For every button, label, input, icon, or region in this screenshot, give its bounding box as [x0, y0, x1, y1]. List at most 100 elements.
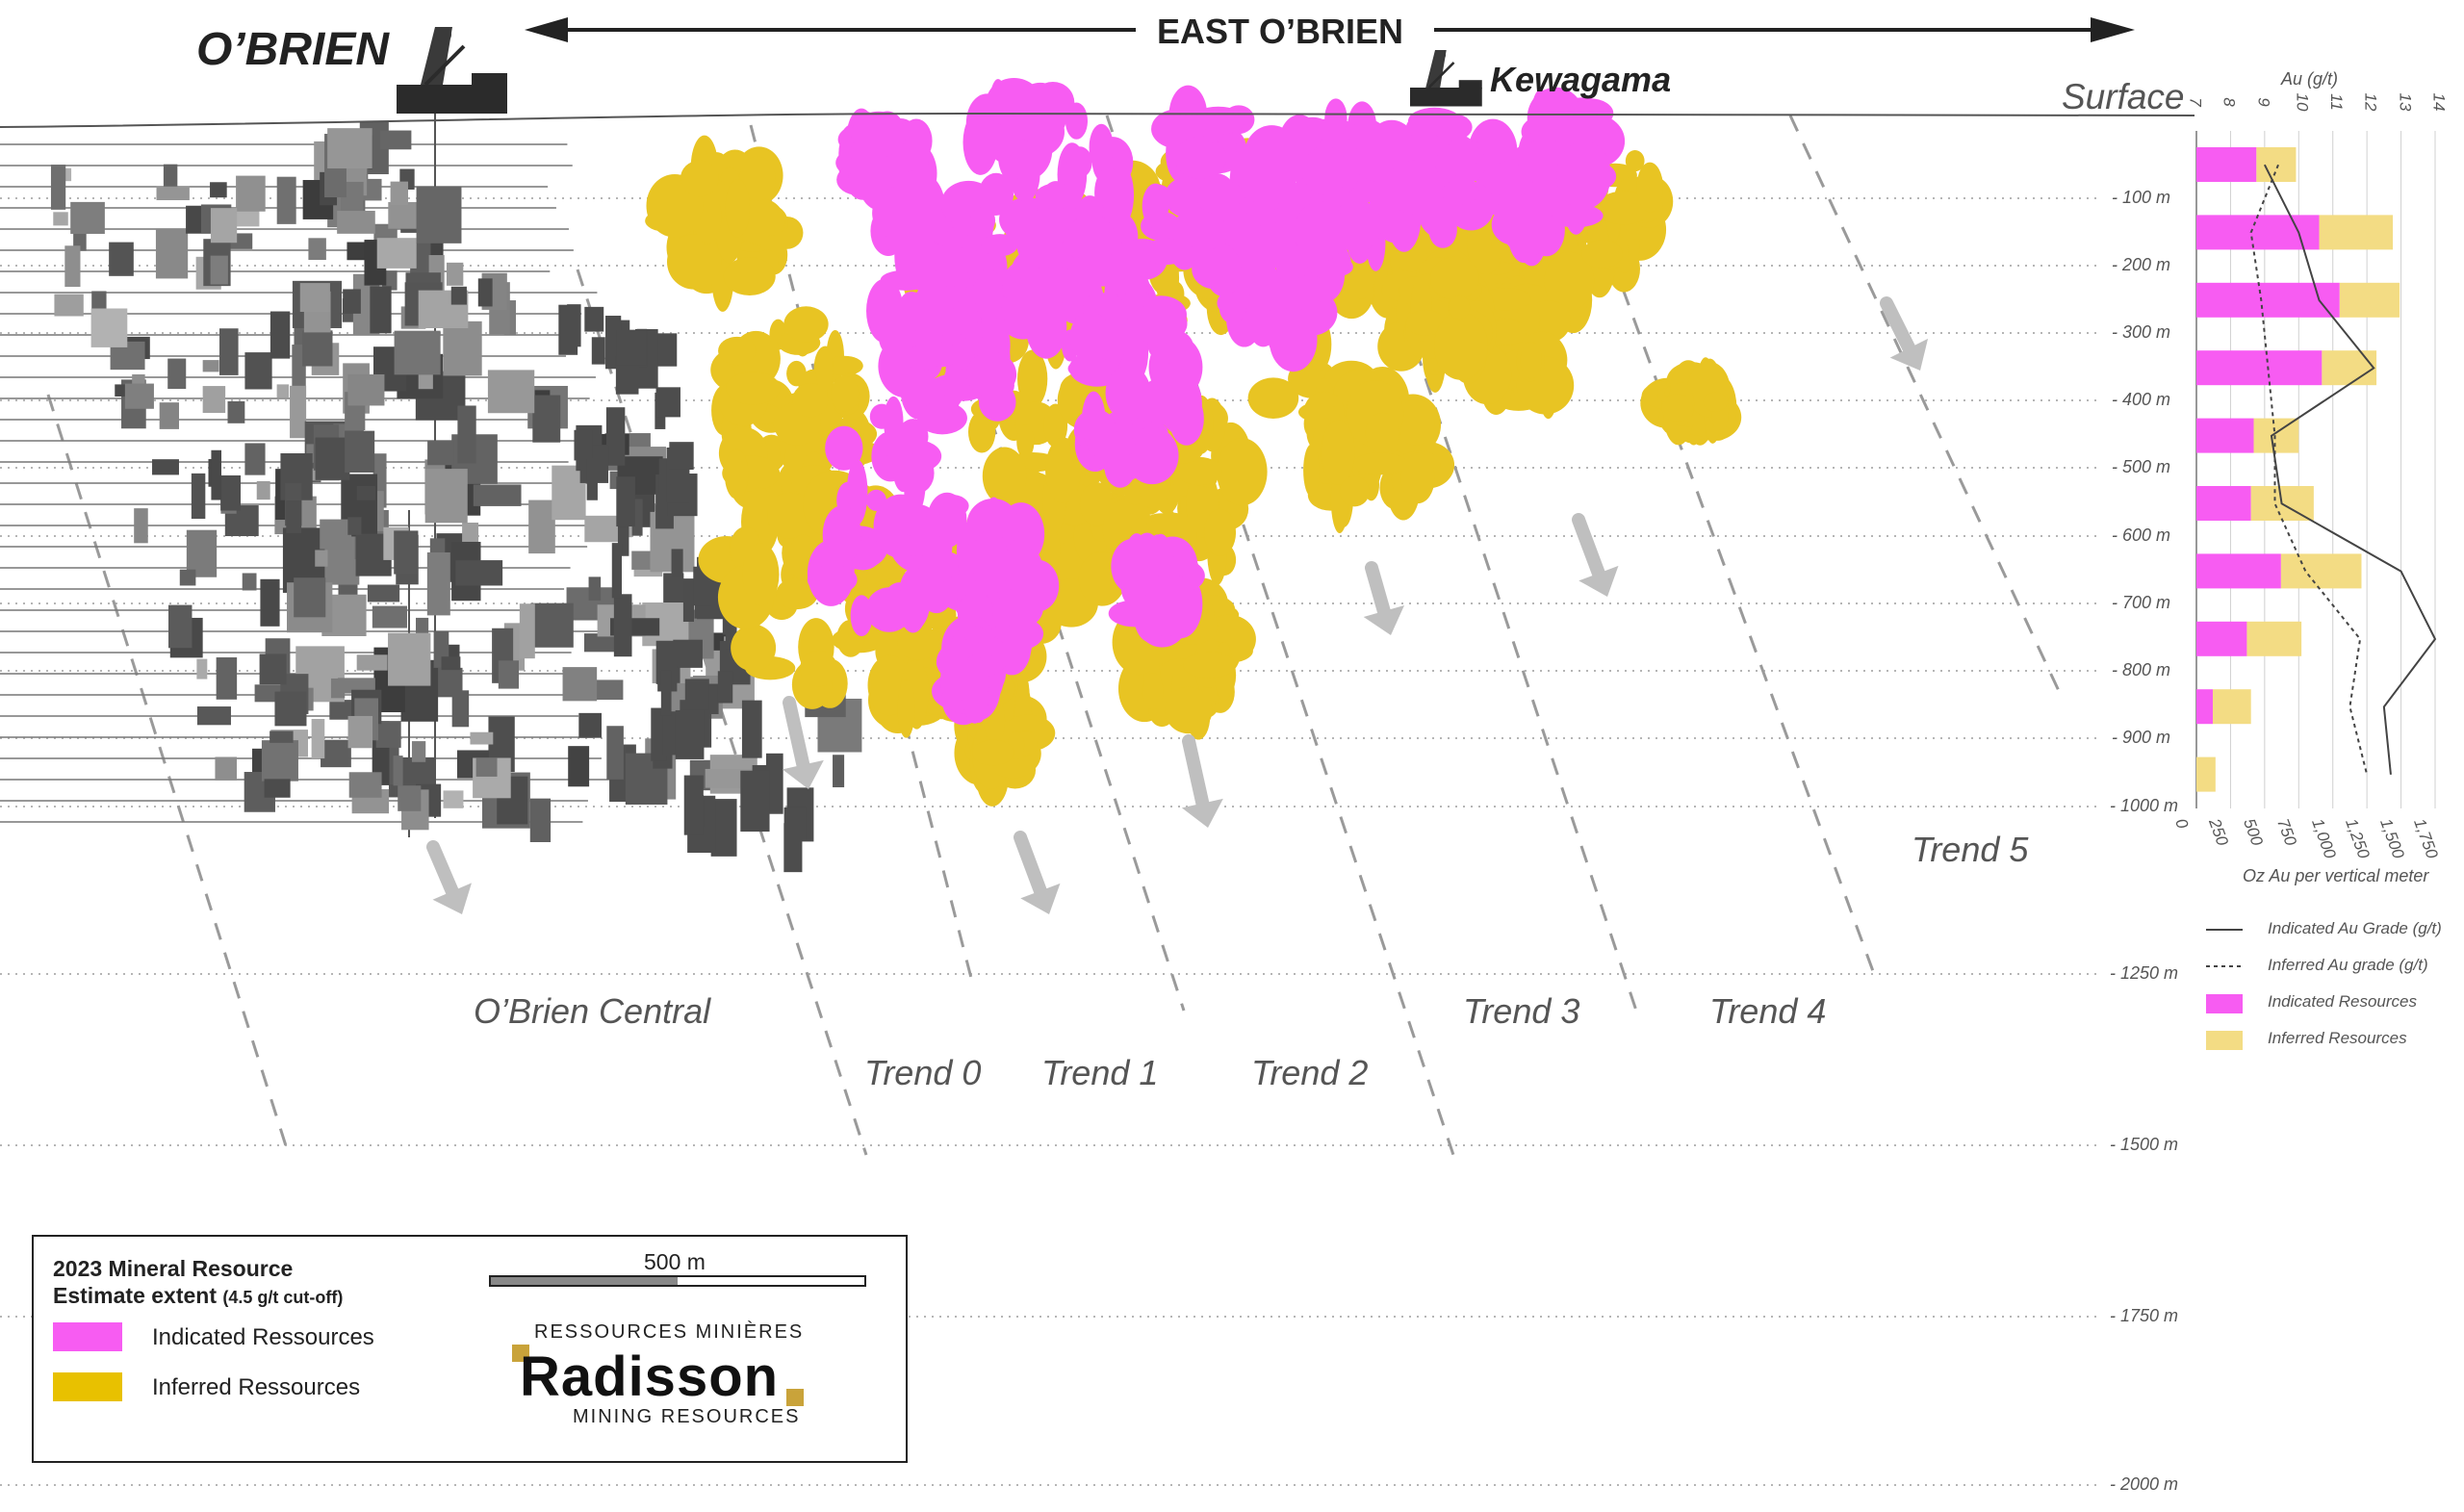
headframe-wheel	[436, 27, 451, 42]
depth-label: - 500 m	[2112, 457, 2171, 476]
stope-block	[616, 329, 647, 366]
indicated-block	[1196, 179, 1245, 215]
resource-blocks	[645, 77, 1742, 807]
indicated-block	[900, 515, 940, 538]
indicated-block	[936, 243, 965, 288]
stope-block	[343, 289, 361, 314]
stope-block	[216, 657, 238, 700]
indicated-block	[1025, 295, 1067, 359]
stope-block	[330, 678, 346, 699]
stope-block	[683, 775, 704, 835]
chart-bar-indicated	[2196, 350, 2323, 386]
indicated-block	[1069, 311, 1111, 363]
stope-block	[155, 229, 189, 279]
headframe-building	[1458, 80, 1482, 90]
stope-block	[54, 294, 84, 317]
stope-block	[348, 772, 382, 798]
legend-title-line1: 2023 Mineral Resource	[53, 1256, 294, 1281]
stope-block	[574, 429, 593, 461]
depth-label: - 2000 m	[2110, 1474, 2179, 1494]
stope-block	[290, 385, 307, 439]
stope-block	[655, 387, 680, 418]
stope-block	[660, 670, 672, 716]
stope-block	[671, 549, 683, 577]
chart-bar-indicated	[2196, 621, 2247, 656]
inferred-block	[897, 628, 940, 660]
stope-block	[519, 603, 535, 659]
inferred-block	[724, 448, 749, 500]
indicated-block	[1302, 145, 1348, 195]
inferred-block	[1596, 191, 1652, 225]
plunge-arrow-head	[782, 759, 824, 789]
stope-block	[299, 283, 330, 312]
chart-legend-label: Indicated Au Grade (g/t)	[2268, 919, 2442, 937]
legend-title-line2: Estimate extent (4.5 g/t cut-off)	[53, 1283, 343, 1309]
stope-block	[294, 577, 326, 618]
stope-block	[356, 654, 388, 671]
inferred-block	[1661, 394, 1693, 423]
chart-bar-inferred	[2322, 350, 2377, 386]
chart-bar-inferred	[2196, 756, 2216, 792]
inferred-block	[967, 410, 996, 453]
stope-block	[315, 550, 328, 567]
stope-block	[168, 604, 192, 649]
depth-label: - 1250 m	[2110, 963, 2179, 983]
surface-profile	[0, 111, 2195, 128]
stope-block	[586, 458, 598, 500]
surface-label: Surface	[2062, 77, 2185, 116]
indicated-block	[1089, 123, 1114, 171]
chart-bar-inferred	[2213, 689, 2251, 725]
indicated-block	[1205, 244, 1242, 297]
inferred-block	[982, 447, 1027, 505]
stope-block	[446, 262, 464, 286]
stope-block	[53, 212, 68, 226]
chart-line-indicated-grade	[2263, 164, 2437, 775]
inferred-block	[1079, 482, 1115, 526]
plunge-arrow-head	[1578, 565, 1619, 597]
stope-block	[218, 328, 239, 375]
plunge-arrow-head	[1363, 604, 1405, 635]
indicated-block	[1035, 183, 1078, 209]
stope-block	[372, 605, 407, 628]
stope-block	[498, 660, 520, 689]
stope-block	[370, 286, 392, 334]
legend-title-main: Estimate extent	[53, 1283, 218, 1308]
plunge-arrow-shaft	[1365, 561, 1391, 619]
plunge-arrow-shaft	[783, 696, 810, 772]
stope-block	[443, 320, 482, 376]
stope-block	[261, 740, 298, 782]
indicated-block	[1387, 160, 1442, 215]
stope-block	[337, 211, 375, 234]
stope-block	[152, 459, 179, 475]
logo-top-text: RESSOURCES MINIÈRES	[534, 1321, 805, 1343]
chart-top-tick-label: 14	[2429, 92, 2449, 112]
stope-block	[230, 211, 260, 227]
stope-block	[211, 449, 222, 500]
indicated-block	[990, 137, 1034, 165]
indicated-block	[1065, 102, 1089, 140]
inferred-block	[800, 650, 838, 687]
stope-block	[276, 176, 296, 224]
chart-top-tick-label: 12	[2361, 92, 2380, 112]
indicated-swatch	[53, 1322, 122, 1351]
inferred-block	[1142, 673, 1164, 710]
inferred-block	[1625, 150, 1645, 172]
chart-legend-label: Inferred Au grade (g/t)	[2268, 956, 2428, 974]
stope-block	[260, 578, 280, 627]
stope-block	[617, 523, 629, 556]
inferred-block	[826, 355, 863, 376]
plunge-arrow-head	[1020, 883, 1061, 914]
stope-block	[390, 181, 409, 206]
stope-block	[394, 530, 419, 575]
indicated-block	[869, 403, 894, 429]
chart-top-tick-label: 7	[2186, 97, 2205, 107]
stope-block	[91, 291, 107, 311]
stope-block	[590, 679, 624, 701]
inferred-block	[1581, 240, 1623, 269]
stope-block	[568, 746, 590, 787]
stope-block	[741, 700, 762, 758]
inferred-block	[1405, 309, 1446, 336]
chart-top-tick-label: 8	[2220, 97, 2240, 107]
